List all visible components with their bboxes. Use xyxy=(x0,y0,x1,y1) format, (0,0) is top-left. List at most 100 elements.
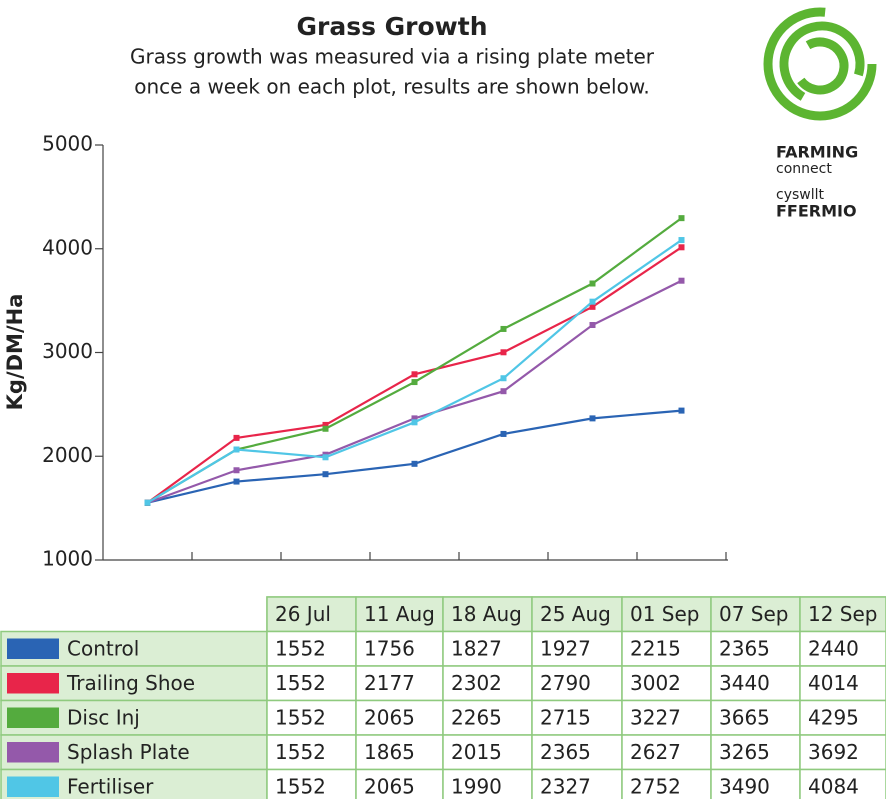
table-value: 3665 xyxy=(719,705,770,729)
table-cell xyxy=(442,734,533,771)
data-point xyxy=(411,379,418,386)
table-value: 2265 xyxy=(451,705,502,729)
legend-label: Trailing Shoe xyxy=(66,671,195,695)
table-cell xyxy=(531,630,623,667)
table-cell xyxy=(266,699,357,736)
table-value: 3692 xyxy=(808,740,859,764)
data-point xyxy=(411,371,418,378)
table-cell xyxy=(355,768,444,799)
table-value: 2790 xyxy=(540,671,591,695)
table-value: 3440 xyxy=(719,671,770,695)
subtitle: once a week on each plot, results are sh… xyxy=(134,75,649,99)
table-cell xyxy=(442,596,533,633)
table-value: 4014 xyxy=(808,671,859,695)
table-value: 2715 xyxy=(540,705,591,729)
legend-swatch xyxy=(7,673,59,694)
data-point xyxy=(589,303,596,310)
legend-label: Splash Plate xyxy=(67,740,190,764)
table-cell xyxy=(710,699,801,736)
data-point xyxy=(411,415,418,422)
data-point xyxy=(589,322,596,329)
data-point xyxy=(500,349,507,356)
legend-label: Disc Inj xyxy=(67,705,140,729)
table-cell xyxy=(710,630,801,667)
table-cell xyxy=(355,665,444,702)
data-point xyxy=(589,280,596,287)
logo-text: connect xyxy=(776,161,832,177)
table-header: 18 Aug xyxy=(451,602,522,626)
table-cell xyxy=(799,596,886,633)
logo-text: cyswllt xyxy=(776,187,825,203)
data-point xyxy=(678,277,685,284)
table-value: 2065 xyxy=(364,774,415,798)
table-cell xyxy=(799,734,886,771)
data-point xyxy=(233,434,240,441)
logo-text: FFERMIO xyxy=(776,202,857,221)
data-point xyxy=(589,415,596,422)
table-value: 1552 xyxy=(275,740,326,764)
data-point xyxy=(500,325,507,332)
table-cell xyxy=(442,768,533,799)
table-value: 2365 xyxy=(719,636,770,660)
data-point xyxy=(589,298,596,305)
legend-label: Control xyxy=(67,636,139,660)
y-tick-label: 2000 xyxy=(42,443,93,467)
table-header: 01 Sep xyxy=(630,602,700,626)
data-point xyxy=(678,237,685,244)
table-header: 25 Aug xyxy=(540,602,611,626)
data-point xyxy=(144,499,151,506)
table-cell xyxy=(266,630,357,667)
table-value: 1552 xyxy=(275,671,326,695)
table-cell xyxy=(266,768,357,799)
table-cell xyxy=(442,699,533,736)
table-value: 2327 xyxy=(540,774,591,798)
data-point xyxy=(678,244,685,251)
table-cell xyxy=(442,665,533,702)
legend-swatch xyxy=(7,707,59,728)
table-value: 1827 xyxy=(451,636,502,660)
table-header: 07 Sep xyxy=(719,602,789,626)
table-value: 1927 xyxy=(540,636,591,660)
table-value: 1756 xyxy=(364,636,415,660)
logo-ring xyxy=(763,7,877,121)
table-value: 2365 xyxy=(540,740,591,764)
table-cell xyxy=(710,596,801,633)
legend-swatch xyxy=(7,776,59,797)
data-point xyxy=(233,478,240,485)
data-point xyxy=(678,407,685,414)
table-cell xyxy=(799,699,886,736)
y-tick-label: 4000 xyxy=(42,235,93,259)
y-tick-label: 5000 xyxy=(42,132,93,156)
table-cell xyxy=(531,768,623,799)
table-cell xyxy=(531,665,623,702)
table-value: 3265 xyxy=(719,740,770,764)
table-header: 11 Aug xyxy=(364,602,435,626)
data-table: 26 Jul 11 Aug 18 Aug 25 Aug 01 Sep 07 Sep 12 S… xyxy=(0,596,886,799)
table-cell xyxy=(266,665,357,702)
y-tick-label: 3000 xyxy=(42,339,93,363)
table-cell xyxy=(355,596,444,633)
data-point xyxy=(322,471,329,478)
table-cell xyxy=(799,768,886,799)
table-value: 2302 xyxy=(451,671,502,695)
table-cell xyxy=(621,734,712,771)
y-tick-label: 1000 xyxy=(42,547,93,571)
legend-swatch xyxy=(7,742,59,763)
y-axis-label: Kg/DM/Ha xyxy=(3,294,27,411)
table-value: 1865 xyxy=(364,740,415,764)
data-point xyxy=(322,421,329,428)
table-cell xyxy=(266,734,357,771)
series-line xyxy=(147,279,682,504)
table-cell xyxy=(710,734,801,771)
data-point xyxy=(500,430,507,437)
logo-ring xyxy=(791,37,849,95)
data-point xyxy=(500,375,507,382)
table-value: 1552 xyxy=(275,705,326,729)
table-value: 2015 xyxy=(451,740,502,764)
table-cell xyxy=(531,596,623,633)
table-value: 2065 xyxy=(364,705,415,729)
data-point xyxy=(411,460,418,467)
table-cell xyxy=(442,630,533,667)
table-value: 3490 xyxy=(719,774,770,798)
